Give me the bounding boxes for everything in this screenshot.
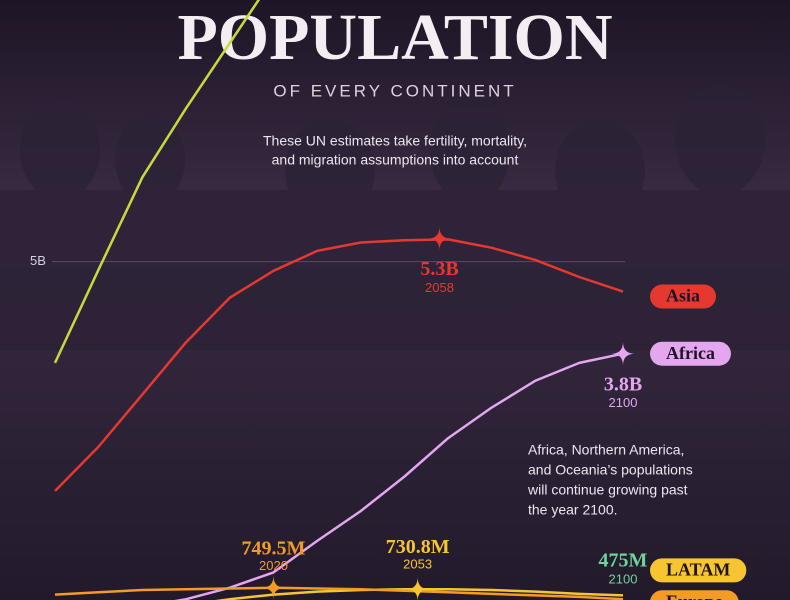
legend-pill — [650, 284, 717, 309]
legend-pill — [650, 558, 747, 583]
annotation-value-label: 475M — [599, 550, 648, 572]
note-line: the year 2100. — [528, 502, 618, 518]
legend-pill — [650, 341, 731, 366]
description-line: These UN estimates take fertility, morta… — [263, 133, 527, 149]
plot-area — [53, 0, 624, 600]
note-line: will continue growing past — [527, 482, 688, 498]
peak-year-label: 2020 — [259, 558, 288, 573]
peak-value-label: 5.3B — [420, 258, 458, 280]
annotation-year-label: 2100 — [609, 571, 638, 586]
peak-year-label: 2100 — [609, 395, 638, 410]
chart-title: POPULATION — [177, 1, 612, 74]
peak-marker — [261, 575, 286, 600]
legend-pill — [650, 590, 739, 600]
legend-label: Africa — [666, 343, 715, 363]
peak-value-label: 749.5M — [242, 537, 306, 559]
note-line: and Oceania’s populations — [528, 462, 693, 478]
crowd-silhouettes — [0, 85, 790, 350]
chart-subtitle: OF EVERY CONTINENT — [273, 81, 516, 100]
peak-value-label: 3.8B — [604, 373, 642, 395]
peak-year-label: 2053 — [403, 557, 432, 572]
peak-year-label: 2058 — [425, 280, 454, 295]
series-line — [174, 352, 624, 600]
y-tick-label: 5B — [30, 253, 46, 268]
peak-marker — [405, 577, 430, 600]
legend-label: LATAM — [666, 560, 730, 580]
series-line — [215, 588, 624, 600]
peak-value-label: 730.8M — [386, 536, 450, 558]
legend-label: Europe — [666, 591, 723, 600]
series-line — [54, 586, 624, 600]
peak-marker — [427, 226, 452, 251]
series-line — [54, 238, 624, 492]
peak-marker — [611, 341, 635, 366]
note-line: Africa, Northern America, — [528, 442, 684, 458]
legend-label: Asia — [666, 286, 700, 306]
series-line — [53, 0, 261, 364]
description-line: and migration assumptions into account — [272, 152, 519, 168]
